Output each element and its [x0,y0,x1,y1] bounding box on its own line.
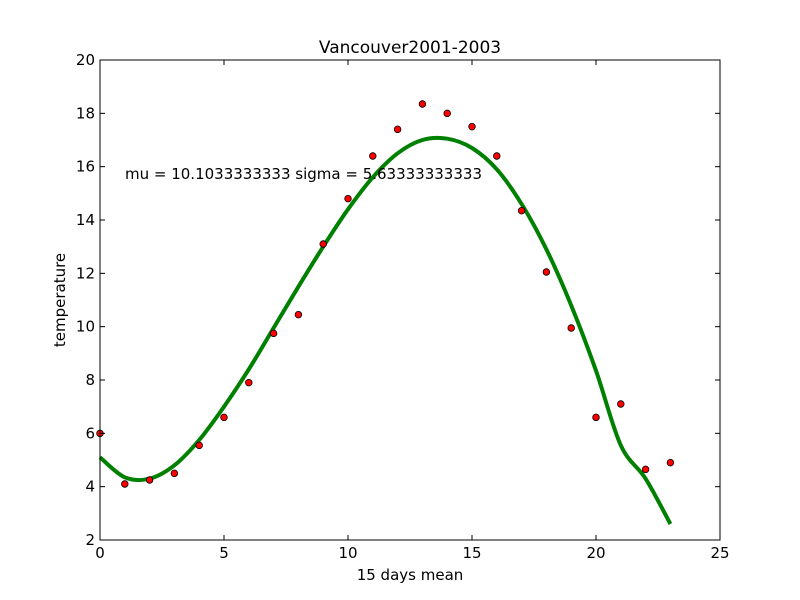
data-point [468,122,476,131]
x-tick-label: 0 [95,544,105,562]
data-point [121,480,129,488]
fit-curve [98,135,673,525]
scatter-points-layer [96,100,675,488]
data-point [170,469,179,478]
y-tick-label: 8 [85,371,95,389]
data-point [418,100,427,108]
x-tick-label: 20 [586,544,605,562]
y-axis-label: temperature [51,253,69,347]
data-point [517,206,526,215]
data-point [592,413,600,422]
x-tick-label: 10 [338,544,357,562]
data-point [617,400,625,408]
data-point [245,378,253,387]
data-point [220,413,228,422]
data-point [319,240,327,248]
y-tick-label: 2 [85,531,95,549]
y-tick-label: 16 [76,158,95,176]
x-tick-label: 25 [710,544,729,562]
y-tick-label: 20 [76,51,95,69]
data-point [542,268,551,276]
y-tick-label: 10 [76,318,95,336]
plot-frame [99,59,721,541]
fit-curve-layer [98,135,673,525]
data-point [369,152,377,160]
data-point [641,465,650,474]
x-tick-label: 15 [462,544,481,562]
data-point [443,109,451,118]
data-point [195,441,203,450]
stats-annotation: mu = 10.1033333333 sigma = 5.63333333333 [125,165,482,183]
data-point [344,194,352,203]
y-tick-label: 4 [85,478,95,496]
data-point [294,310,303,319]
y-tick-label: 12 [76,264,95,282]
y-axis: 2 4 6 8 10 12 14 16 18 20 [76,51,720,549]
y-tick-label: 14 [76,211,95,229]
data-point [269,329,278,338]
y-tick-label: 6 [85,424,95,442]
plot-background [100,60,720,540]
x-axis-label: 15 days mean [357,566,464,584]
data-point [567,324,575,332]
data-point [145,476,154,484]
data-point [493,152,501,160]
chart-title: Vancouver2001-2003 [319,38,501,58]
data-point [666,458,675,467]
data-point [393,125,402,134]
x-axis: 0 5 10 15 20 25 [95,60,730,562]
x-tick-label: 5 [219,544,229,562]
y-tick-label: 18 [76,104,95,122]
